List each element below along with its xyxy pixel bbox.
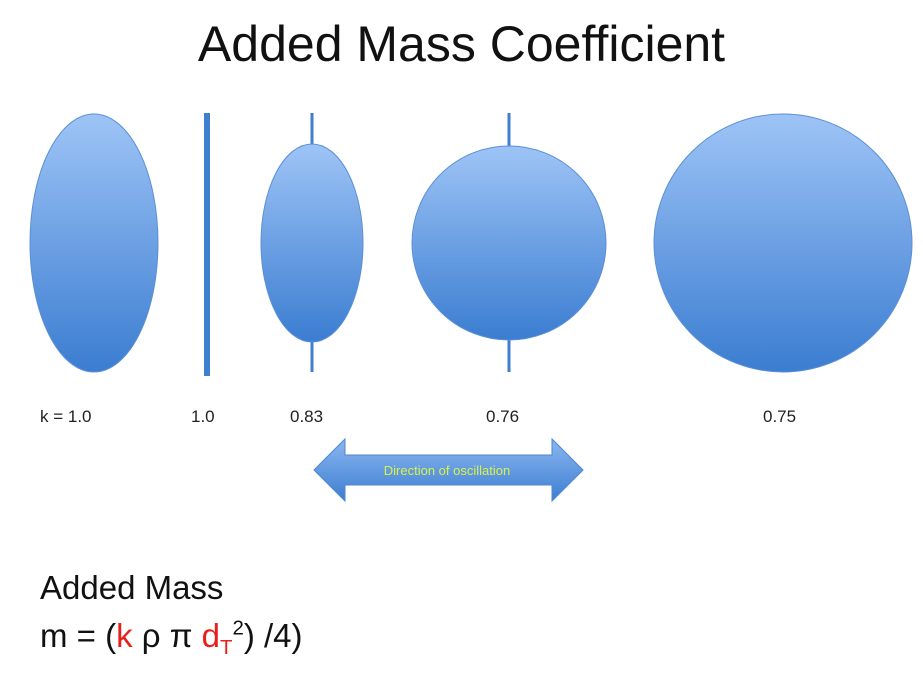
formula-heading: Added Mass [40, 569, 224, 606]
formula-lhs: m = ( [40, 617, 117, 654]
flat-plate-shape [204, 113, 210, 376]
added-mass-formula: m = (k ρ π dT2) /4) [40, 616, 303, 660]
tall-ellipse-shape [29, 113, 159, 373]
arrow-label: Direction of oscillation [384, 463, 510, 478]
k-label-narrow-ellipse: 0.83 [290, 407, 324, 426]
formula-k: k [116, 617, 133, 654]
large-circle-shape [653, 113, 913, 373]
oscillation-arrow [313, 437, 584, 503]
formula-d: d [201, 617, 220, 654]
k-label-flat-plate: 1.0 [191, 407, 215, 426]
formula-subscript: T [220, 636, 233, 660]
k-label-tall-ellipse: k = 1.0 [40, 407, 92, 426]
page-title: Added Mass Coefficient [197, 16, 726, 72]
k-label-circle: 0.76 [486, 407, 520, 426]
formula-exponent: 2 [232, 616, 244, 640]
formula-rho-pi: ρ π [132, 617, 202, 654]
k-label-large-circle: 0.75 [763, 407, 797, 426]
formula-rhs: ) /4) [243, 617, 303, 654]
narrow-ellipse-shape [260, 143, 364, 343]
circle-shape [411, 145, 607, 341]
